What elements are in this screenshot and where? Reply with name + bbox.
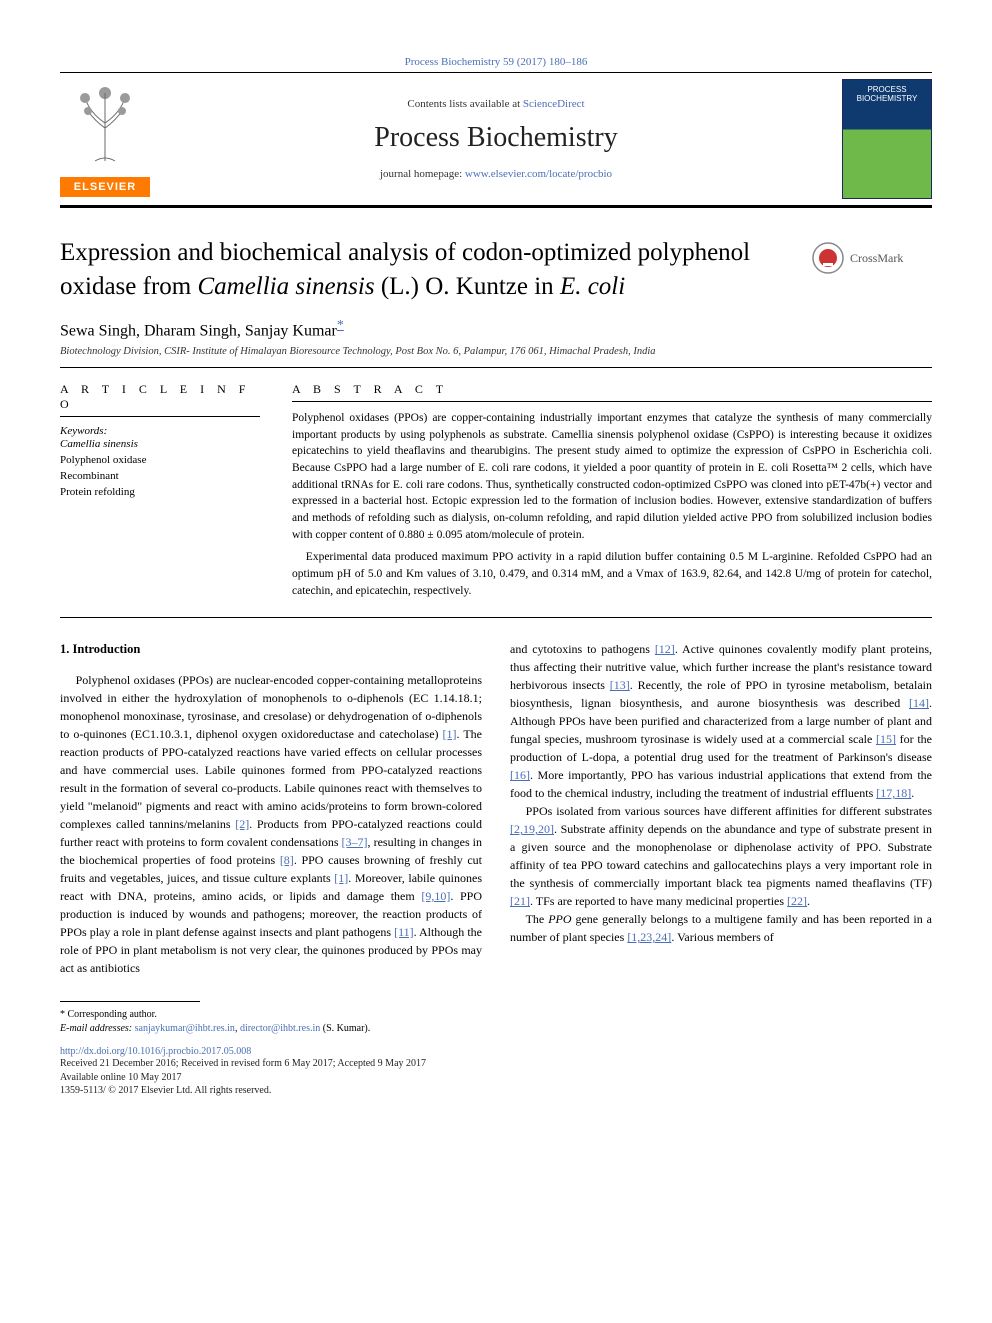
footnote-rule xyxy=(60,1001,200,1002)
corresponding-author-note: * Corresponding author. xyxy=(60,1008,932,1022)
abstract-rule xyxy=(292,401,932,402)
ref-link-8[interactable]: [8] xyxy=(280,853,294,867)
ref-link-1[interactable]: [1] xyxy=(443,727,457,741)
body-col-right: and cytotoxins to pathogens [12]. Active… xyxy=(510,640,932,977)
title-species-1: Camellia sinensis xyxy=(197,273,374,300)
ref-link-15[interactable]: [15] xyxy=(876,732,896,746)
keyword-item: Recombinant xyxy=(60,469,260,485)
abstract-heading: A B S T R A C T xyxy=(292,382,932,397)
ref-link-12[interactable]: [12] xyxy=(655,642,675,656)
cover-title: PROCESS BIOCHEMISTRY xyxy=(847,86,927,104)
ref-link-1-23-24[interactable]: [1,23,24] xyxy=(627,930,671,944)
masthead-bottom-rule xyxy=(60,205,932,208)
keywords-label: Keywords: xyxy=(60,425,260,437)
ref-link-14[interactable]: [14] xyxy=(909,696,929,710)
t: . xyxy=(807,894,810,908)
crossmark-icon xyxy=(812,242,844,274)
title-part-2: (L.) O. Kuntze in xyxy=(375,273,560,300)
online-date: Available online 10 May 2017 xyxy=(60,1071,932,1085)
ref-link-2-19-20[interactable]: [2,19,20] xyxy=(510,822,554,836)
email-line: E-mail addresses: sanjaykumar@ihbt.res.i… xyxy=(60,1022,932,1036)
t: . TFs are reported to have many medicina… xyxy=(530,894,787,908)
post-abstract-rule xyxy=(60,617,932,618)
info-rule xyxy=(60,416,260,417)
email-label: E-mail addresses: xyxy=(60,1023,135,1034)
keywords-list: Camellia sinensisPolyphenol oxidaseRecom… xyxy=(60,437,260,501)
t: Polyphenol oxidases (PPOs) are nuclear-e… xyxy=(60,673,482,741)
ref-link-17-18[interactable]: [17,18] xyxy=(876,786,911,800)
keyword-item: Polyphenol oxidase xyxy=(60,453,260,469)
body-col-left: 1. Introduction Polyphenol oxidases (PPO… xyxy=(60,640,482,977)
article-history: Received 21 December 2016; Received in r… xyxy=(60,1057,932,1071)
masthead: ELSEVIER Contents lists available at Sci… xyxy=(60,79,932,199)
footnotes: * Corresponding author. E-mail addresses… xyxy=(60,1008,932,1036)
running-head-link[interactable]: Process Biochemistry 59 (2017) 180–186 xyxy=(60,56,932,68)
abstract-column: A B S T R A C T Polyphenol oxidases (PPO… xyxy=(292,382,932,599)
intro-para-1-right-continuation: and cytotoxins to pathogens [12]. Active… xyxy=(510,640,932,802)
ref-link-11[interactable]: [11] xyxy=(394,925,414,939)
article-info-column: A R T I C L E I N F O Keywords: Camellia… xyxy=(60,382,260,599)
authors: Sewa Singh, Dharam Singh, Sanjay Kumar* xyxy=(60,318,932,340)
t: PPOs isolated from various sources have … xyxy=(526,804,932,818)
email-link-2[interactable]: director@ihbt.res.in xyxy=(240,1023,320,1034)
t: and cytotoxins to pathogens xyxy=(510,642,655,656)
ref-link-9-10[interactable]: [9,10] xyxy=(421,889,450,903)
section-heading-introduction: 1. Introduction xyxy=(60,640,482,659)
corresponding-author-marker[interactable]: * xyxy=(337,318,344,333)
journal-homepage-link[interactable]: www.elsevier.com/locate/procbio xyxy=(465,168,612,180)
sciencedirect-link[interactable]: ScienceDirect xyxy=(523,98,585,110)
homepage-prefix: journal homepage: xyxy=(380,168,465,180)
ref-link-21[interactable]: [21] xyxy=(510,894,530,908)
crossmark-label: CrossMark xyxy=(850,251,903,266)
abstract-text: Polyphenol oxidases (PPOs) are copper-co… xyxy=(292,410,932,599)
t: . More importantly, PPO has various indu… xyxy=(510,768,932,800)
copyright-line: 1359-5113/ © 2017 Elsevier Ltd. All righ… xyxy=(60,1085,932,1096)
ref-link-3-7[interactable]: [3–7] xyxy=(342,835,368,849)
email-suffix: (S. Kumar). xyxy=(320,1023,370,1034)
t: . The reaction products of PPO-catalyzed… xyxy=(60,727,482,831)
ref-link-2[interactable]: [2] xyxy=(235,817,249,831)
journal-name: Process Biochemistry xyxy=(162,122,830,154)
masthead-center: Contents lists available at ScienceDirec… xyxy=(162,79,830,199)
article-title: Expression and biochemical analysis of c… xyxy=(60,236,796,304)
t: . xyxy=(911,786,914,800)
homepage-line: journal homepage: www.elsevier.com/locat… xyxy=(162,168,830,180)
ref-link-16[interactable]: [16] xyxy=(510,768,530,782)
contents-prefix: Contents lists available at xyxy=(407,98,522,110)
t: . Various members of xyxy=(671,930,773,944)
t: . Substrate affinity depends on the abun… xyxy=(510,822,932,890)
affiliation: Biotechnology Division, CSIR- Institute … xyxy=(60,346,932,357)
intro-para-3: The PPO gene generally belongs to a mult… xyxy=(510,910,932,946)
pre-info-rule xyxy=(60,367,932,368)
abstract-p1: Polyphenol oxidases (PPOs) are copper-co… xyxy=(292,410,932,543)
title-species-2: E. coli xyxy=(560,273,625,300)
t: The xyxy=(526,912,549,926)
doi-link[interactable]: http://dx.doi.org/10.1016/j.procbio.2017… xyxy=(60,1046,932,1057)
ref-link-13[interactable]: [13] xyxy=(610,678,630,692)
abstract-p2: Experimental data produced maximum PPO a… xyxy=(292,549,932,599)
elsevier-wordmark: ELSEVIER xyxy=(60,177,150,197)
ref-link-22[interactable]: [22] xyxy=(787,894,807,908)
keyword-item: Camellia sinensis xyxy=(60,437,260,453)
top-rule xyxy=(60,72,932,73)
body-two-column: 1. Introduction Polyphenol oxidases (PPO… xyxy=(60,640,932,977)
journal-cover-thumbnail: PROCESS BIOCHEMISTRY xyxy=(842,79,932,199)
gene-name: PPO xyxy=(548,912,571,926)
contents-line: Contents lists available at ScienceDirec… xyxy=(162,98,830,110)
crossmark-badge[interactable]: CrossMark xyxy=(812,242,932,274)
elsevier-logo: ELSEVIER xyxy=(60,79,150,199)
email-link-1[interactable]: sanjaykumar@ihbt.res.in xyxy=(135,1023,235,1034)
intro-para-2: PPOs isolated from various sources have … xyxy=(510,802,932,910)
ref-link-1b[interactable]: [1] xyxy=(334,871,348,885)
authors-list: Sewa Singh, Dharam Singh, Sanjay Kumar xyxy=(60,322,337,339)
keyword-item: Protein refolding xyxy=(60,485,260,501)
elsevier-tree-icon xyxy=(70,83,140,163)
article-info-heading: A R T I C L E I N F O xyxy=(60,382,260,412)
intro-para-1-left: Polyphenol oxidases (PPOs) are nuclear-e… xyxy=(60,671,482,977)
